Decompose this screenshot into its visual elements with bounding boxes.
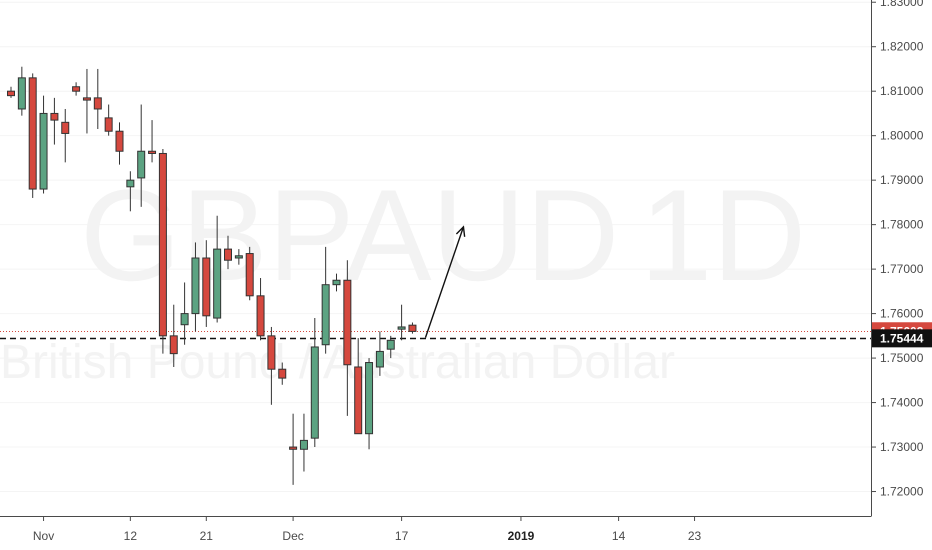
y-tick-label: 1.81000 [880,84,924,98]
candle-up [397,326,406,330]
gridlines [0,1,871,493]
candle-up [299,439,308,450]
price-tag [872,329,932,348]
arrow-shaft [424,226,465,338]
y-tick-label: 1.80000 [880,129,924,143]
y-tick-label: 1.83000 [880,0,924,9]
y-tick-label: 1.73000 [880,440,924,454]
candle-down [50,112,59,121]
y-tick-label: 1.77000 [880,262,924,276]
candle-up [310,346,319,439]
x-tick-label: 17 [395,529,409,543]
candle-up [17,77,26,110]
price-tag-label: 1.75444 [880,331,924,345]
time-axis[interactable]: Nov 12 21 Dec 17 2019 14 23 [33,516,702,543]
candle-up [386,339,395,350]
y-tick-label: 1.82000 [880,40,924,54]
y-tick-label: 1.76000 [880,307,924,321]
candle-up [191,257,200,315]
axes [0,0,872,517]
candle-down [148,150,157,154]
candle-down [354,366,363,435]
candle-up [375,350,384,368]
candle-up [137,150,146,179]
candle-up [234,255,243,259]
candle-up [332,279,341,286]
candle-down [82,97,91,101]
x-tick-label: 23 [688,529,702,543]
candle-up [180,313,189,326]
candles [7,66,417,485]
candle-down [61,121,70,134]
candle-down [267,335,276,370]
candle-down [104,117,113,132]
candle-up [365,362,374,435]
y-tick-label: 1.79000 [880,173,924,187]
candle-down [28,77,37,190]
candle-down [202,257,211,317]
x-tick-label: Nov [33,529,54,543]
candle-up [39,112,48,190]
x-tick-label: 14 [612,529,626,543]
candle-down [343,279,352,366]
watermark-timeframe: 1D [640,162,806,308]
x-tick-label: 12 [124,529,138,543]
candle-down [224,248,232,261]
watermark: GBPAUD 1D British Pound / Australian Dol… [0,162,806,389]
candle-down [169,335,178,355]
candle-down [289,446,298,450]
trend-arrow[interactable] [424,225,466,338]
candle-down [158,152,167,337]
y-tick-label: 1.72000 [880,485,924,499]
x-tick-label: Dec [282,529,303,543]
x-tick-label: 21 [200,529,214,543]
candle-down [7,90,15,97]
candle-down [245,253,254,297]
price-lines [0,331,871,340]
y-tick-label: 1.74000 [880,396,924,410]
candle-down [93,97,102,110]
y-tick-label: 1.75000 [880,351,924,365]
candle-up [126,179,135,188]
price-axis[interactable]: 1.72000 1.73000 1.74000 1.75000 1.76000 1.770… [871,0,924,499]
candle-up [213,248,222,319]
candle-down [256,295,265,337]
candle-up [321,284,330,346]
arrow-head [455,225,466,237]
price-tags: 1.756031.75444 [872,322,932,348]
candle-down [115,130,124,152]
candle-down [408,324,417,332]
x-tick-label: 2019 [508,529,535,543]
candle-down [72,86,81,92]
candle-down [278,368,287,379]
watermark-subtitle: British Pound / Australian Dollar [0,336,675,389]
y-tick-label: 1.78000 [880,218,924,232]
